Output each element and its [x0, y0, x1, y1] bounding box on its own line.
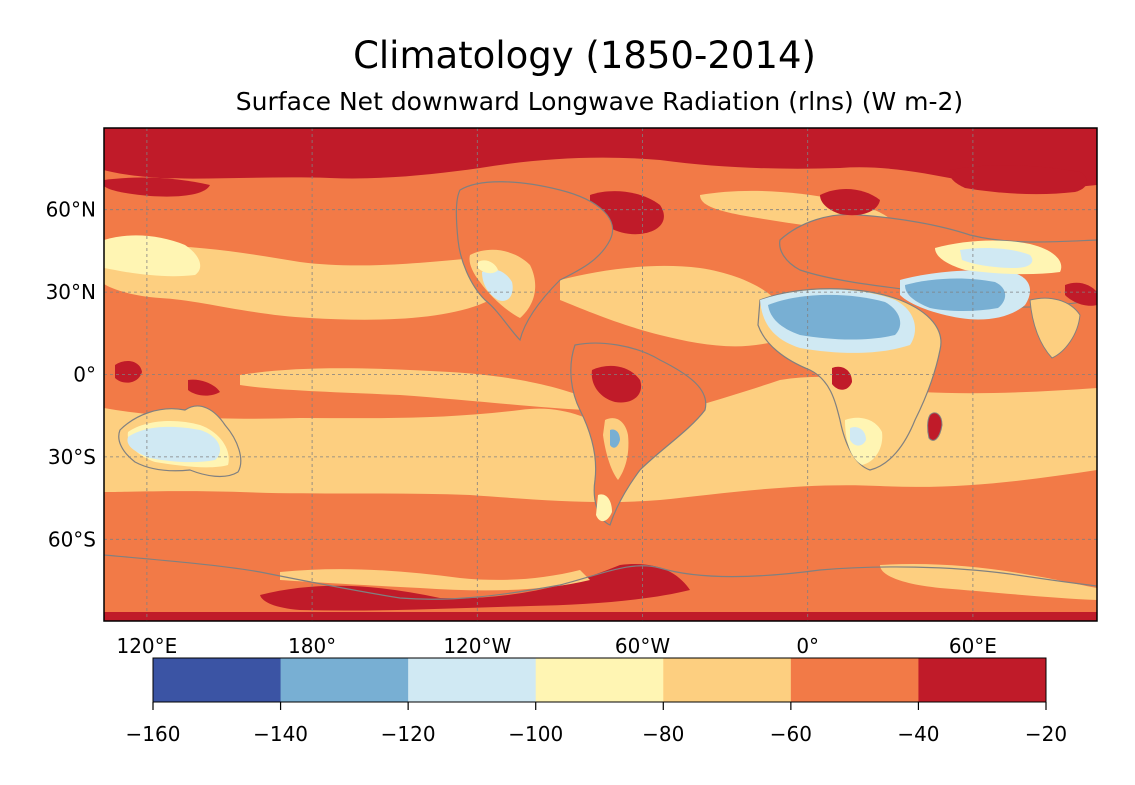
colorbar-tick-label: −60	[770, 722, 812, 746]
land-arabia	[905, 278, 1006, 311]
lon-tick-label: 120°E	[116, 634, 177, 658]
lon-tick-label: 60°W	[615, 634, 670, 658]
lat-tick-label: 30°N	[46, 280, 96, 304]
land-andes-yellow	[603, 418, 629, 480]
colorbar-tick-label: −160	[126, 722, 181, 746]
lon-tick-label: 0°	[796, 634, 819, 658]
land-madagascar	[927, 412, 943, 441]
land-patagonia	[596, 494, 612, 522]
band-antarctic-east	[880, 564, 1097, 600]
land-andes-blue	[610, 429, 620, 448]
land-australia-interior	[127, 426, 220, 463]
colorbar: −160 −140 −120 −100 −80 −60 −40 −20	[126, 657, 1067, 746]
colorbar-swatch	[280, 658, 409, 702]
land-scandinavia	[820, 188, 880, 216]
land-north-pacific-arc	[104, 177, 210, 197]
colorbar-swatch	[153, 658, 282, 702]
land-maritime-2	[188, 379, 220, 396]
colorbar-swatch	[663, 658, 792, 702]
lon-tick-label: 180°	[288, 634, 336, 658]
lat-tick-labels: 60°N 30°N 0° 30°S 60°S	[46, 198, 96, 552]
chart-subtitle: Surface Net downward Longwave Radiation …	[235, 87, 964, 116]
colorbar-tick-label: −120	[381, 722, 436, 746]
colorbar-frame	[152, 657, 1047, 703]
lon-tick-label: 120°W	[443, 634, 511, 658]
land-tibet	[1065, 282, 1097, 306]
lat-tick-label: 0°	[73, 363, 96, 387]
colorbar-tick-label: −40	[897, 722, 939, 746]
land-siberia-dark	[949, 165, 1087, 195]
colorbar-swatch	[535, 658, 664, 702]
chart-title: Climatology (1850-2014)	[353, 34, 816, 77]
colorbar-tick-label: −100	[508, 722, 563, 746]
band-arctic	[104, 128, 1097, 188]
land-rockies	[478, 260, 498, 274]
band-antarctic-peninsula	[260, 564, 690, 611]
lon-tick-labels: 120°E 180° 120°W 60°W 0° 60°E	[116, 634, 996, 658]
lat-tick-label: 30°S	[48, 445, 96, 469]
colorbar-tick-label: −20	[1025, 722, 1067, 746]
colorbar-swatch	[918, 658, 1047, 702]
land-amazon	[591, 365, 642, 403]
band-antarctic-light	[280, 569, 590, 591]
land-congo	[832, 366, 852, 390]
lat-tick-label: 60°N	[46, 198, 96, 222]
gridlines	[104, 128, 1097, 621]
land-central-asia-blue	[960, 247, 1033, 268]
colorbar-tick-label: −140	[253, 722, 308, 746]
contour-field	[104, 128, 1097, 621]
band-north-atlantic	[560, 265, 780, 347]
map-frame	[103, 127, 1098, 622]
land-kalahari	[850, 427, 866, 446]
land-southwest-us	[482, 269, 513, 301]
band-north-pacific-subtropics	[104, 245, 490, 320]
colorbar-swatch	[408, 658, 537, 702]
colorbar-tick-label: −80	[642, 722, 684, 746]
land-maritime-1	[115, 360, 142, 383]
land-north-america	[455, 181, 614, 342]
land-asia-east	[104, 235, 201, 277]
band-equatorial-pacific	[240, 368, 590, 410]
lon-tick-label: 60°E	[949, 634, 997, 658]
band-antarctic-coast	[104, 612, 1097, 621]
lat-tick-label: 60°S	[48, 527, 96, 551]
colorbar-swatch	[790, 658, 919, 702]
land-antarctica	[104, 554, 1097, 600]
land-sahara-core	[768, 294, 901, 340]
land-india	[1029, 297, 1081, 359]
